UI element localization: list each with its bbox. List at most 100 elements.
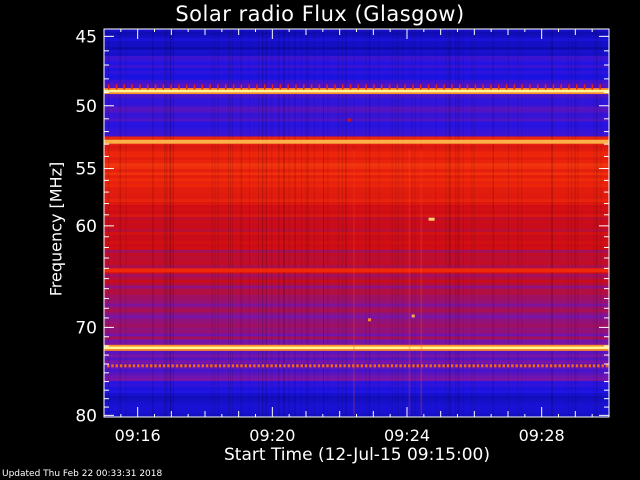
heatmap-row [104, 109, 609, 113]
heatmap-row [104, 217, 609, 221]
heatmap-texture [232, 29, 233, 417]
band-dash [545, 364, 548, 368]
heatmap-row [104, 190, 609, 194]
heatmap-row [104, 169, 609, 173]
band-dash [240, 364, 243, 368]
band-dash [287, 364, 290, 368]
band-dash [253, 364, 256, 368]
burst-streak [408, 150, 411, 416]
band-dash [264, 84, 266, 90]
band-dash [554, 364, 557, 368]
band-dash [107, 364, 110, 368]
heatmap-texture [391, 29, 393, 417]
band-dash [217, 84, 219, 90]
band-dash [451, 84, 453, 90]
heatmap-texture [395, 29, 397, 417]
band-dash [532, 364, 536, 368]
heatmap-texture [306, 29, 308, 417]
heatmap-row [104, 79, 609, 84]
heatmap-row [104, 303, 609, 307]
heatmap-row [104, 85, 609, 90]
heatmap-row [104, 327, 609, 331]
heatmap-texture [214, 29, 216, 417]
band-dash [342, 84, 344, 90]
heatmap-row [104, 288, 609, 293]
heatmap-row [104, 112, 609, 116]
heatmap-texture [457, 29, 459, 417]
heatmap-texture [119, 29, 121, 417]
heatmap-row [104, 214, 609, 218]
heatmap-texture [288, 29, 290, 417]
band-dash [322, 364, 325, 368]
heatmap-texture [414, 29, 416, 417]
band-dash [560, 84, 562, 90]
heatmap-texture [265, 29, 267, 417]
heatmap-row [104, 333, 609, 337]
band-dash [201, 84, 204, 90]
emission-spot [368, 318, 371, 322]
band-dash [309, 364, 312, 368]
emission-spot [411, 314, 415, 318]
band-dash [147, 84, 149, 90]
band-dash [218, 364, 222, 368]
heatmap-row [104, 163, 609, 167]
heatmap-row [104, 184, 609, 188]
band-dash [352, 364, 355, 368]
band-dash [463, 364, 467, 368]
band-dash [300, 364, 303, 368]
band-dash [377, 364, 381, 368]
heatmap-row [104, 249, 609, 254]
band-dash [395, 364, 398, 368]
heatmap-row [104, 252, 609, 257]
band-dash [139, 84, 141, 90]
band-dash [396, 84, 399, 90]
band-dash [343, 364, 346, 368]
band-dash [326, 84, 328, 90]
band-dash [459, 364, 462, 368]
band-dash [468, 364, 471, 368]
heatmap-row [104, 390, 609, 394]
band-dash [373, 84, 375, 90]
heatmap-row [104, 231, 609, 236]
heatmap-row [104, 228, 609, 233]
heatmap-texture [313, 29, 315, 417]
heatmap-row [104, 279, 609, 284]
y-tick-label: 50 [75, 97, 97, 117]
heatmap-row [104, 396, 609, 400]
band-dash [334, 364, 338, 368]
heatmap-row [104, 157, 609, 161]
band-dash [150, 364, 153, 368]
heatmap-texture [172, 29, 174, 417]
heatmap-texture [575, 29, 577, 417]
heatmap-texture [551, 29, 553, 417]
band-dash [225, 84, 227, 90]
band-dash [334, 84, 336, 90]
band-dash [511, 364, 514, 368]
heatmap-row [104, 318, 609, 322]
band-dash [271, 84, 274, 90]
heatmap-row [104, 351, 609, 355]
heatmap-row [104, 225, 609, 230]
band-dash [605, 364, 609, 368]
band-dash [186, 84, 188, 90]
heatmap-row [104, 330, 609, 334]
heatmap-texture [211, 29, 213, 417]
heatmap-row [104, 181, 609, 185]
heatmap-row [104, 324, 609, 328]
heatmap-texture [165, 29, 167, 417]
band-dash [519, 364, 523, 368]
heatmap-row [104, 193, 609, 197]
heatmap-row [104, 366, 609, 370]
band-dash [193, 364, 196, 368]
band-dash [279, 84, 282, 90]
chart-title: Solar radio Flux (Glasgow) [175, 2, 465, 26]
intense-band-core [104, 346, 609, 349]
band-dash [528, 364, 531, 368]
heatmap-row [104, 46, 609, 51]
heatmap-row [104, 384, 609, 388]
band-dash [537, 84, 539, 90]
band-dash [446, 364, 450, 368]
band-dash [567, 364, 570, 368]
band-dash [210, 364, 213, 368]
